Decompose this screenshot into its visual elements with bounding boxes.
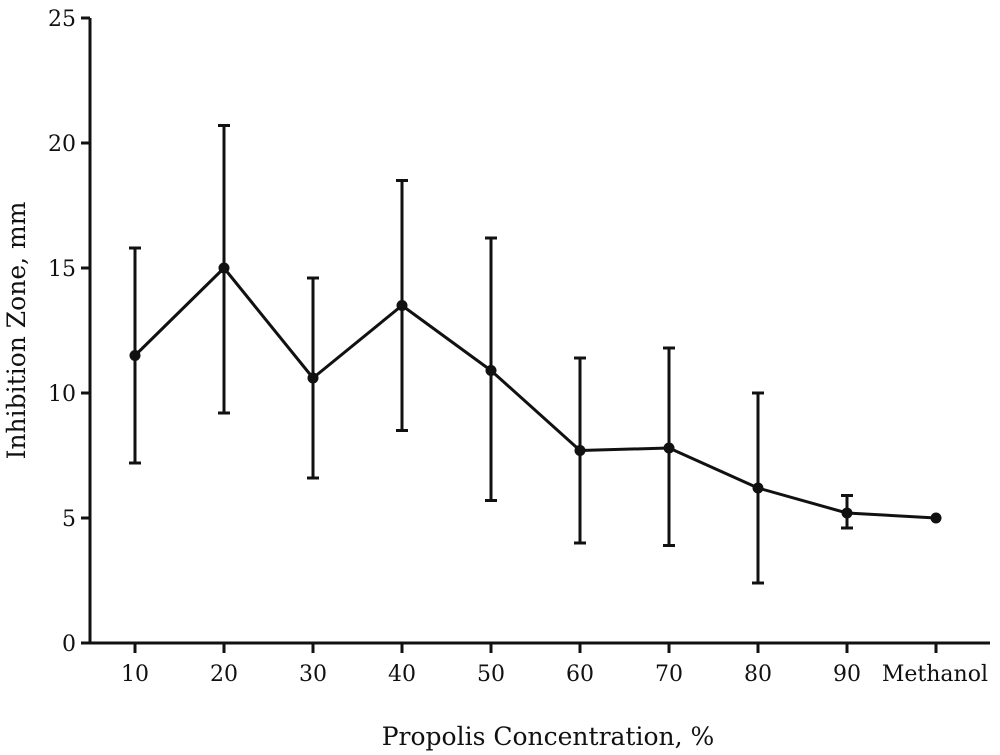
y-tick-label: 10: [48, 382, 76, 407]
x-tick-label: Methanol: [882, 662, 988, 687]
x-axis-ticks: 10 20 30 40 50 60 70 80 90 Methanol: [121, 643, 988, 687]
error-bars: [129, 124, 853, 585]
data-point: [841, 507, 853, 519]
data-point: [307, 372, 319, 384]
y-axis-title: Inhibition Zone, mm: [2, 201, 31, 459]
series-line: [133, 266, 937, 520]
x-tick-label: 50: [477, 662, 505, 687]
data-point: [396, 300, 408, 311]
y-tick-label: 15: [48, 257, 76, 282]
x-tick-label: 10: [121, 662, 149, 687]
axes: 0 5 10 15 20 25 10 20 30 40 50 60 70 80 90 Methanol: [48, 7, 990, 687]
x-tick-label: 30: [299, 662, 327, 687]
y-axis-ticks: 0 5 10 15 20 25: [48, 7, 90, 657]
y-tick-label: 0: [62, 632, 76, 657]
x-tick-label: 40: [388, 662, 416, 687]
x-tick-label: 80: [744, 662, 772, 687]
data-point: [218, 262, 230, 274]
x-tick-label: 70: [655, 662, 683, 687]
x-tick-label: 20: [210, 662, 238, 687]
y-tick-label: 25: [48, 7, 76, 32]
data-point: [574, 445, 586, 456]
data-point: [930, 512, 942, 524]
x-axis-title: Propolis Concentration, %: [382, 722, 715, 751]
data-point: [752, 482, 764, 494]
y-tick-label: 5: [62, 507, 76, 532]
data-point: [485, 365, 497, 376]
x-tick-label: 60: [566, 662, 594, 687]
data-points: [129, 262, 942, 524]
data-point: [129, 350, 141, 361]
y-tick-label: 20: [48, 132, 76, 157]
data-point: [663, 442, 675, 454]
x-tick-label: 90: [833, 662, 861, 687]
